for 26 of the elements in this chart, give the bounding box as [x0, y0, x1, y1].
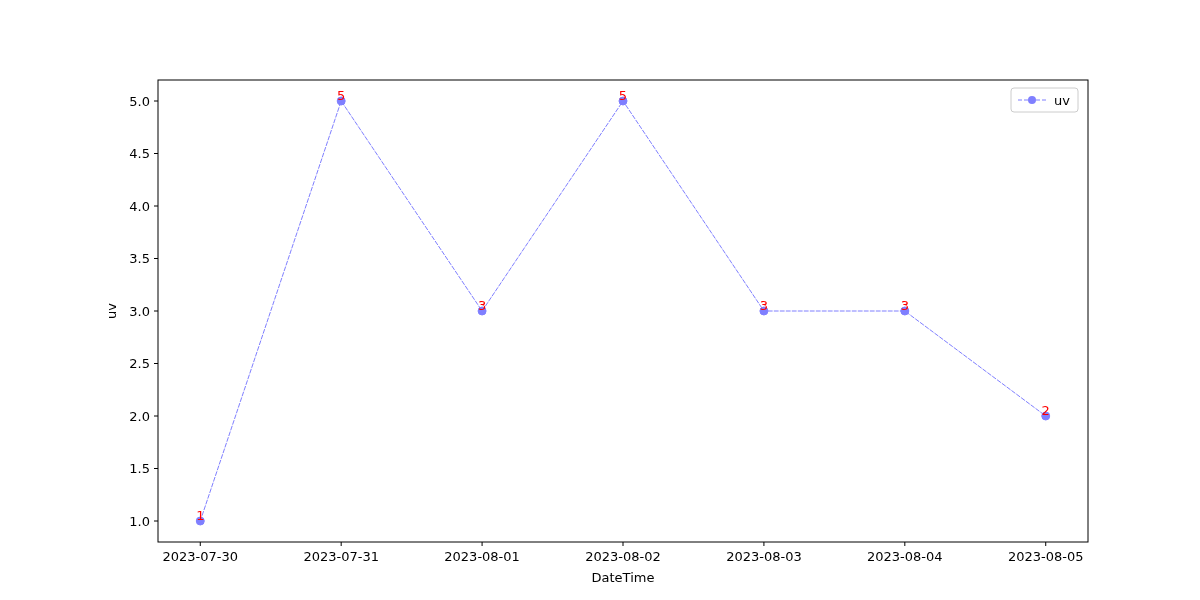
- y-axis-title: uv: [104, 302, 119, 319]
- data-label: 5: [337, 88, 346, 103]
- x-tick-label: 2023-08-04: [867, 549, 943, 564]
- y-tick-label: 3.5: [129, 251, 150, 266]
- y-tick-label: 3.0: [129, 303, 150, 319]
- data-label: 3: [900, 298, 909, 313]
- data-label: 5: [618, 88, 628, 103]
- y-tick-label: 2.0: [129, 408, 150, 424]
- x-axis-title: DateTime: [591, 570, 655, 585]
- data-label: 3: [477, 298, 487, 313]
- y-tick-label: 2.5: [129, 356, 150, 371]
- x-tick-label: 2023-08-05: [1007, 549, 1084, 564]
- x-tick-label: 2023-08-03: [726, 549, 802, 564]
- y-tick-label: 4.5: [129, 146, 150, 161]
- x-tick-label: 2023-07-31: [303, 549, 379, 564]
- data-label: 3: [759, 298, 769, 313]
- x-tick-label: 2023-08-02: [585, 549, 661, 564]
- data-label: 2: [1041, 403, 1050, 418]
- y-tick-label: 4.0: [129, 198, 150, 214]
- y-tick-label: 1.0: [129, 513, 150, 529]
- legend-label: uv: [1054, 93, 1071, 108]
- y-tick-label: 5.0: [129, 93, 150, 109]
- y-tick-label: 1.5: [129, 461, 150, 476]
- data-label: 1: [196, 508, 205, 523]
- x-tick-label: 2023-08-01: [444, 549, 520, 564]
- x-tick-label: 2023-07-30: [162, 549, 239, 564]
